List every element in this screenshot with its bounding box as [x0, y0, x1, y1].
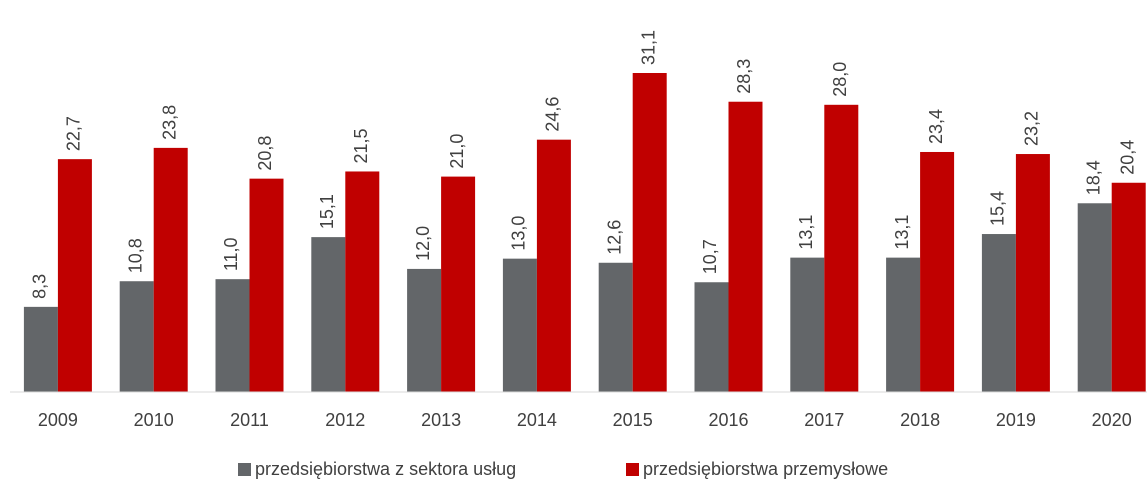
- data-label: 22,7: [64, 116, 84, 151]
- bar: [502, 258, 537, 392]
- data-label: 28,3: [734, 59, 754, 94]
- bar: [153, 147, 188, 392]
- legend-swatch: [238, 463, 251, 476]
- bar: [441, 176, 476, 392]
- data-label: 12,0: [413, 226, 433, 261]
- x-tick-label: 2020: [1092, 410, 1132, 430]
- x-tick-label: 2009: [38, 410, 78, 430]
- data-label: 8,3: [30, 274, 50, 299]
- data-label: 10,8: [125, 238, 145, 273]
- bar: [824, 104, 859, 393]
- data-label: 28,0: [830, 62, 850, 97]
- x-tick-label: 2010: [134, 410, 174, 430]
- x-tick-label: 2019: [996, 410, 1036, 430]
- data-label: 13,0: [509, 216, 529, 251]
- bar: [598, 262, 633, 392]
- bar: [1015, 154, 1050, 392]
- data-label: 23,4: [926, 109, 946, 144]
- data-label: 15,1: [317, 194, 337, 229]
- x-tick-label: 2015: [613, 410, 653, 430]
- bar: [694, 282, 729, 392]
- bar: [311, 237, 346, 392]
- data-label: 12,6: [604, 220, 624, 255]
- data-label: 18,4: [1083, 160, 1103, 195]
- bar: [790, 257, 825, 392]
- data-label: 31,1: [638, 30, 658, 65]
- bar: [920, 151, 955, 392]
- bar: [1111, 182, 1146, 392]
- x-tick-label: 2011: [230, 410, 269, 430]
- bar: [536, 139, 571, 392]
- data-label: 23,2: [1022, 111, 1042, 146]
- bar: [215, 279, 250, 392]
- bar: [119, 281, 154, 392]
- x-tick-label: 2018: [900, 410, 940, 430]
- bar: [728, 101, 763, 393]
- x-tick-label: 2017: [804, 410, 844, 430]
- data-label: 11,0: [221, 237, 241, 271]
- bar: [1077, 203, 1112, 392]
- bar: [345, 171, 380, 392]
- bar: [23, 306, 58, 392]
- data-label: 15,4: [988, 191, 1008, 226]
- legend-label: przedsiębiorstwa przemysłowe: [643, 459, 888, 479]
- x-tick-label: 2016: [708, 410, 748, 430]
- bar: [407, 268, 442, 392]
- data-label: 24,6: [543, 97, 563, 132]
- legend-swatch: [626, 463, 639, 476]
- data-label: 20,8: [255, 136, 275, 171]
- data-label: 23,8: [159, 105, 179, 140]
- data-label: 21,5: [351, 128, 371, 163]
- bar: [886, 257, 921, 392]
- bar: [249, 178, 284, 392]
- x-tick-label: 2013: [421, 410, 461, 430]
- data-label: 13,1: [892, 215, 912, 250]
- data-label: 10,7: [700, 239, 720, 274]
- data-label: 13,1: [796, 215, 816, 250]
- x-tick-label: 2014: [517, 410, 557, 430]
- x-tick-label: 2012: [325, 410, 365, 430]
- data-label: 21,0: [447, 134, 467, 169]
- bar: [57, 159, 92, 392]
- bar: [981, 234, 1016, 392]
- data-label: 20,4: [1117, 140, 1137, 175]
- legend-label: przedsiębiorstwa z sektora usług: [255, 459, 516, 479]
- bar: [632, 73, 667, 392]
